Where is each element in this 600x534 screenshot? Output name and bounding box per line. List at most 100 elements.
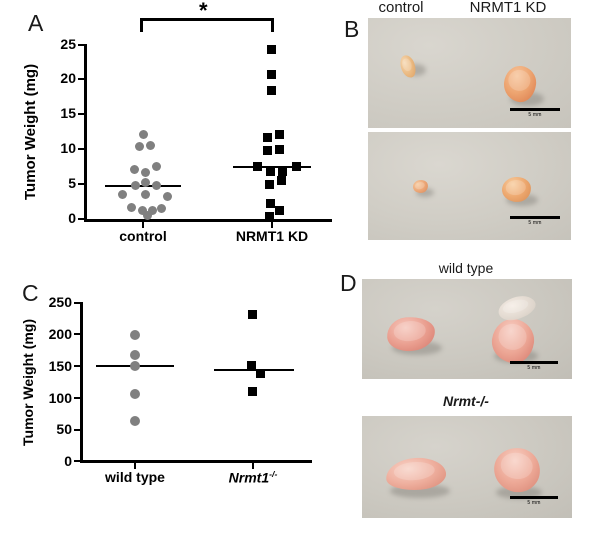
panel-a-tick-mark	[78, 183, 84, 185]
data-point-wildtype	[130, 350, 140, 360]
panel-d-photo-wildtype: 5 mm	[362, 279, 572, 379]
data-point-control	[130, 165, 139, 174]
panel-b-photo-top: 5 mm	[368, 18, 571, 128]
data-point-kd	[275, 145, 284, 154]
data-point-knockout	[248, 387, 257, 396]
panel-a-ytick-15: 15	[60, 105, 76, 121]
data-point-knockout	[247, 361, 256, 370]
tumor-shadow	[416, 188, 434, 197]
panel-a-letter: A	[28, 10, 44, 36]
panel-a-tick-mark	[78, 148, 84, 150]
data-point-kd	[267, 86, 276, 95]
data-point-kd	[253, 162, 262, 171]
data-point-control	[163, 192, 172, 201]
panel-a: A Tumor Weight (mg) 0 5 10 15 20 25 cont…	[0, 0, 335, 250]
panel-a-ytick-25: 25	[60, 36, 76, 52]
panel-c-y-axis	[80, 302, 83, 461]
panel-a-y-axis-label: Tumor Weight (mg)	[22, 63, 39, 200]
data-point-wildtype	[130, 416, 140, 426]
panel-c-tick-mark	[74, 397, 80, 399]
panel-c-xlabel-knockout: Nrmt1-/-	[205, 469, 301, 486]
panel-b: B control NRMT1 KD 5 mm 5 mm	[340, 0, 600, 250]
data-point-control	[152, 162, 161, 171]
panel-a-x-axis	[84, 219, 332, 222]
data-point-wildtype	[130, 389, 140, 399]
scalebar-line	[510, 361, 558, 364]
data-point-kd	[267, 45, 276, 54]
data-point-control	[131, 181, 140, 190]
data-point-wildtype	[130, 361, 140, 371]
scalebar-label: 5 mm	[528, 112, 542, 118]
panel-b-label-control: control	[378, 0, 424, 16]
panel-c-xlabel-gene: Nrmt1	[228, 469, 270, 486]
panel-a-ytick-20: 20	[60, 70, 76, 86]
panel-a-xlabel-control: control	[119, 228, 167, 244]
data-point-kd	[278, 167, 287, 176]
scalebar-line	[510, 216, 560, 219]
panel-a-ytick-10: 10	[60, 140, 76, 156]
data-point-control	[127, 203, 136, 212]
panel-c-xlabel-wildtype: wild type	[105, 469, 165, 485]
data-point-control	[141, 168, 150, 177]
panel-c-letter: C	[22, 280, 39, 306]
panel-d-label-knockout: Nrmt-/-	[443, 393, 489, 409]
data-point-kd	[277, 176, 286, 185]
data-point-kd	[266, 167, 275, 176]
panel-c-tick-mark	[74, 460, 80, 462]
panel-c-ytick-50: 50	[56, 421, 72, 437]
panel-c-ytick-250: 250	[48, 294, 72, 310]
panel-c-x-axis	[80, 460, 312, 463]
panel-c-xlabel-superscript: -/-	[269, 469, 278, 479]
panel-d-letter: D	[340, 270, 357, 296]
data-point-kd	[266, 199, 275, 208]
panel-c-ytick-200: 200	[48, 326, 72, 342]
data-point-kd	[275, 130, 284, 139]
data-point-kd	[265, 180, 274, 189]
data-point-kd	[263, 146, 272, 155]
panel-a-significance-asterisk: *	[199, 0, 208, 23]
panel-a-xtick-kd	[271, 222, 273, 228]
data-point-kd	[265, 212, 274, 221]
data-point-control	[157, 204, 166, 213]
panel-c-ytick-100: 100	[48, 390, 72, 406]
scalebar-label: 5 mm	[527, 365, 541, 371]
panel-c-xtick-wildtype	[134, 463, 136, 469]
panel-d-label-wildtype: wild type	[438, 260, 494, 276]
data-point-control	[148, 206, 157, 215]
panel-a-y-axis	[84, 44, 87, 221]
panel-d: D wild type 5 mm Nrmt-/- 5 mm	[340, 260, 600, 534]
panel-b-label-kd: NRMT1 KD	[469, 0, 547, 16]
data-point-knockout	[248, 310, 257, 319]
panel-c-tick-mark	[74, 333, 80, 335]
panel-a-ytick-0: 0	[68, 210, 76, 226]
panel-c-tick-mark	[74, 429, 80, 431]
panel-a-tick-mark	[78, 78, 84, 80]
panel-a-significance-bracket	[140, 18, 274, 32]
panel-a-xlabel-kd: NRMT1 KD	[235, 228, 309, 244]
data-point-control	[143, 211, 152, 220]
panel-c-xtick-knockout	[252, 463, 254, 469]
panel-d-photo-knockout: 5 mm	[362, 416, 572, 518]
scalebar-line	[510, 108, 560, 111]
data-point-kd	[267, 70, 276, 79]
panel-c-knockout-mean-line	[214, 369, 294, 371]
panel-a-ytick-5: 5	[68, 175, 76, 191]
data-point-control	[139, 130, 148, 139]
panel-b-photo-bottom: 5 mm	[368, 132, 571, 240]
data-point-control	[152, 181, 161, 190]
panel-b-letter: B	[344, 16, 360, 42]
panel-c-tick-mark	[74, 365, 80, 367]
data-point-control	[135, 142, 144, 151]
data-point-control	[141, 190, 150, 199]
data-point-kd	[263, 133, 272, 142]
panel-a-tick-mark	[78, 44, 84, 46]
scalebar-line	[510, 496, 558, 499]
panel-a-xtick-control	[142, 222, 144, 228]
photo-background	[368, 132, 571, 240]
panel-a-tick-mark	[78, 218, 84, 220]
data-point-kd	[292, 162, 301, 171]
scalebar-label: 5 mm	[528, 220, 542, 226]
data-point-kd	[275, 206, 284, 215]
data-point-control	[118, 190, 127, 199]
data-point-control	[146, 141, 155, 150]
